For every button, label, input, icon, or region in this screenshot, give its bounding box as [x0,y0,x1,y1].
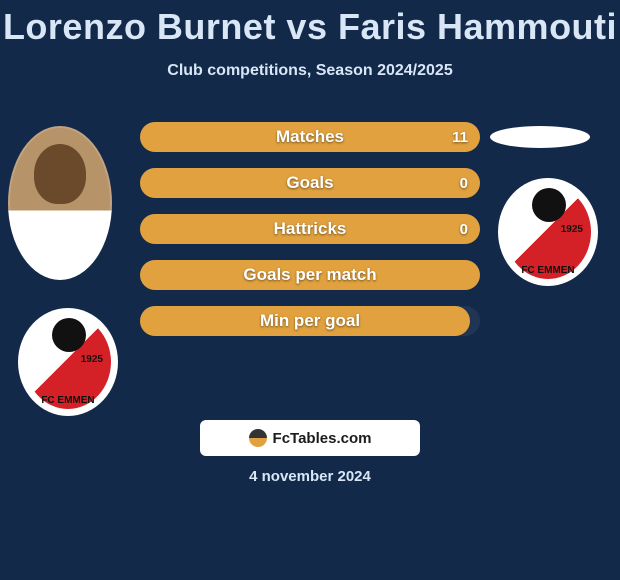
stats-bars: Matches11Goals0Hattricks0Goals per match… [140,122,480,352]
player-left-photo [8,126,112,280]
club-badge-left-name: FC EMMEN [18,395,118,406]
stat-label: Min per goal [140,306,480,336]
page-subtitle: Club competitions, Season 2024/2025 [0,62,620,80]
player-right-photo-placeholder [490,126,590,148]
branding-text: FcTables.com [273,430,372,447]
snapshot-date: 4 november 2024 [0,468,620,485]
branding-icon [249,429,267,447]
stat-label: Goals per match [140,260,480,290]
stat-label: Matches [140,122,480,152]
stat-row: Matches11 [140,122,480,152]
soccer-ball-icon [532,188,566,222]
page-title: Lorenzo Burnet vs Faris Hammouti [0,6,620,48]
stat-row: Goals0 [140,168,480,198]
stat-value: 0 [460,214,468,244]
club-badge-right: 1925 FC EMMEN [498,178,598,286]
club-badge-left-year: 1925 [81,354,103,365]
stat-label: Goals [140,168,480,198]
stat-row: Hattricks0 [140,214,480,244]
stat-value: 11 [452,122,468,152]
stat-value: 0 [460,168,468,198]
club-badge-right-name: FC EMMEN [498,265,598,276]
club-badge-right-year: 1925 [561,224,583,235]
stat-row: Min per goal [140,306,480,336]
stat-label: Hattricks [140,214,480,244]
branding-badge: FcTables.com [200,420,420,456]
soccer-ball-icon [52,318,86,352]
stat-row: Goals per match [140,260,480,290]
club-badge-left: 1925 FC EMMEN [18,308,118,416]
